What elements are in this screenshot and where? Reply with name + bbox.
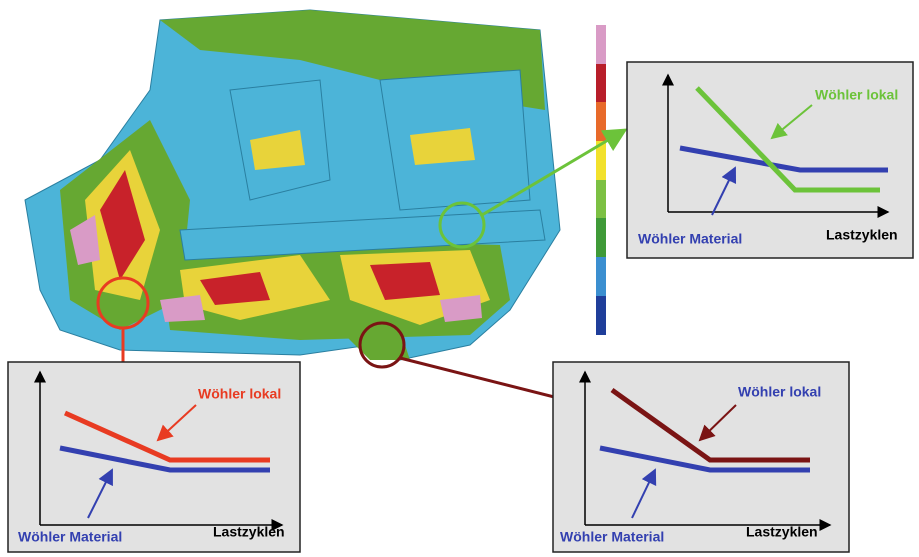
- local-label: Wöhler lokal: [815, 87, 898, 103]
- color-scale: [596, 25, 606, 335]
- sn-panel: Wöhler lokal Wöhler Material Lastzyklen: [627, 62, 913, 258]
- figure: Wöhler lokal Wöhler Material Lastzyklen …: [0, 0, 919, 557]
- sn-panel: Wöhler lokal Wöhler Material Lastzyklen: [553, 362, 849, 552]
- sn-panel: Wöhler lokal Wöhler Material Lastzyklen: [8, 362, 300, 552]
- material-label: Wöhler Material: [560, 529, 664, 545]
- material-label: Wöhler Material: [638, 231, 742, 247]
- x-axis-label: Lastzyklen: [746, 524, 818, 540]
- local-label: Wöhler lokal: [738, 384, 821, 400]
- x-axis-label: Lastzyklen: [213, 524, 285, 540]
- fe-model: [25, 10, 560, 360]
- x-axis-label: Lastzyklen: [826, 227, 898, 243]
- local-label: Wöhler lokal: [198, 386, 281, 402]
- material-label: Wöhler Material: [18, 529, 122, 545]
